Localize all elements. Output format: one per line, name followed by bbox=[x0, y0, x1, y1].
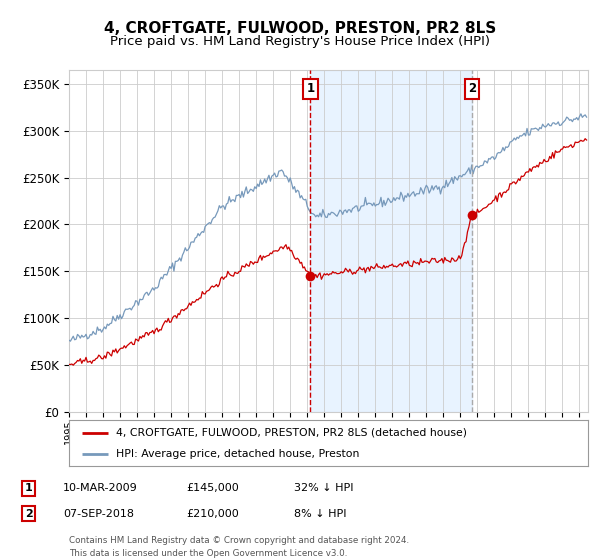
Text: 4, CROFTGATE, FULWOOD, PRESTON, PR2 8LS (detached house): 4, CROFTGATE, FULWOOD, PRESTON, PR2 8LS … bbox=[116, 428, 467, 438]
Text: 8% ↓ HPI: 8% ↓ HPI bbox=[294, 508, 347, 519]
Bar bbox=[310, 70, 472, 412]
Text: 07-SEP-2018: 07-SEP-2018 bbox=[63, 508, 134, 519]
Text: Price paid vs. HM Land Registry's House Price Index (HPI): Price paid vs. HM Land Registry's House … bbox=[110, 35, 490, 48]
Text: £145,000: £145,000 bbox=[186, 483, 239, 493]
Text: 1: 1 bbox=[307, 82, 314, 95]
Text: HPI: Average price, detached house, Preston: HPI: Average price, detached house, Pres… bbox=[116, 450, 359, 459]
Text: 1: 1 bbox=[25, 483, 32, 493]
Text: 2: 2 bbox=[468, 82, 476, 95]
Text: 4, CROFTGATE, FULWOOD, PRESTON, PR2 8LS: 4, CROFTGATE, FULWOOD, PRESTON, PR2 8LS bbox=[104, 21, 496, 36]
Text: Contains HM Land Registry data © Crown copyright and database right 2024.
This d: Contains HM Land Registry data © Crown c… bbox=[69, 536, 409, 558]
Text: 32% ↓ HPI: 32% ↓ HPI bbox=[294, 483, 353, 493]
Text: 10-MAR-2009: 10-MAR-2009 bbox=[63, 483, 138, 493]
Text: £210,000: £210,000 bbox=[186, 508, 239, 519]
Text: 2: 2 bbox=[25, 508, 32, 519]
